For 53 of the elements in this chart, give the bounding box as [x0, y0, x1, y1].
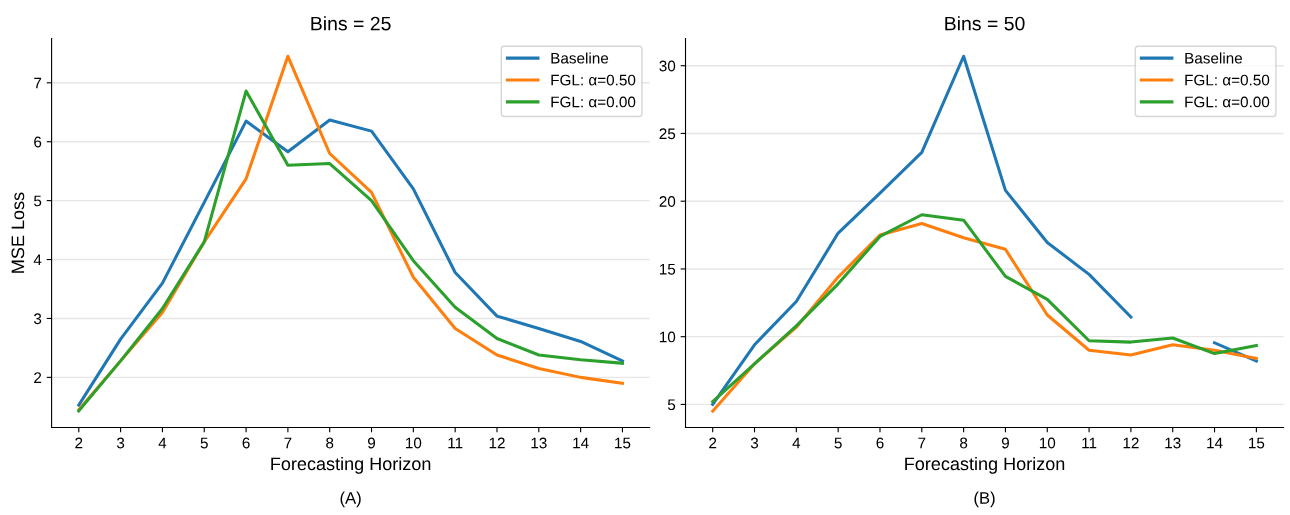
y-tick-label: 20 — [659, 196, 676, 207]
x-tick-label: 11 — [448, 437, 463, 449]
x-tick-label: 3 — [116, 437, 125, 449]
x-tick-label: 10 — [1039, 437, 1056, 449]
x-tick-label: 5 — [834, 437, 842, 449]
x-tick-label: 13 — [1165, 437, 1181, 449]
x-axis-title: Forecasting Horizon — [271, 456, 431, 474]
legend-label: FGL: α=0.50 — [1185, 74, 1270, 86]
x-tick-label: 8 — [326, 437, 334, 449]
chart-title: Bins = 25 — [311, 16, 391, 31]
x-tick-label: 11 — [1082, 437, 1097, 449]
x-tick-label: 6 — [876, 437, 884, 449]
legend-label: FGL: α=0.00 — [1185, 96, 1270, 108]
y-tick-label: 25 — [659, 128, 676, 140]
legend-label: Baseline — [551, 52, 609, 64]
x-tick-label: 15 — [1249, 437, 1265, 449]
x-tick-label: 7 — [284, 437, 292, 449]
y-tick-label: 10 — [659, 331, 676, 343]
x-tick-label: 4 — [158, 437, 167, 449]
x-tick-label: 9 — [1001, 437, 1009, 449]
y-tick-label: 30 — [659, 60, 676, 72]
y-tick-label: 4 — [33, 254, 42, 266]
x-tick-label: 4 — [792, 437, 801, 449]
x-tick-label: 14 — [1207, 437, 1223, 449]
x-tick-label: 2 — [709, 437, 717, 449]
y-tick-label: 15 — [659, 263, 676, 275]
chart-title: Bins = 50 — [945, 16, 1025, 31]
x-tick-label: 15 — [615, 437, 631, 449]
y-tick-label: 6 — [34, 136, 42, 148]
x-tick-label: 12 — [1123, 437, 1139, 449]
x-tick-label: 5 — [200, 437, 208, 449]
x-axis-title: Forecasting Horizon — [905, 456, 1065, 474]
text: (B) — [974, 491, 995, 508]
x-tick-label: 12 — [489, 437, 505, 449]
x-tick-label: 13 — [531, 437, 547, 449]
y-tick-label: 7 — [34, 77, 42, 89]
x-tick-label: 6 — [242, 437, 250, 449]
x-tick-label: 3 — [750, 437, 759, 449]
x-tick-label: 10 — [406, 437, 422, 449]
legend-label: FGL: α=0.00 — [551, 96, 636, 108]
x-tick-label: 9 — [368, 437, 376, 449]
x-tick-label: 7 — [918, 437, 926, 449]
x-tick-label: 8 — [960, 437, 968, 449]
x-tick-label: 14 — [573, 437, 589, 449]
legend-label: Baseline — [1185, 52, 1243, 64]
text: (A) — [340, 491, 361, 508]
y-tick-label: 3 — [33, 313, 42, 325]
legend-label: FGL: α=0.50 — [551, 74, 636, 86]
y-tick-label: 5 — [33, 195, 42, 207]
y-tick-label: 2 — [34, 372, 42, 383]
x-tick-label: 2 — [75, 437, 83, 449]
y-axis-title: MSE Loss — [11, 192, 25, 273]
y-tick-label: 5 — [667, 399, 676, 411]
